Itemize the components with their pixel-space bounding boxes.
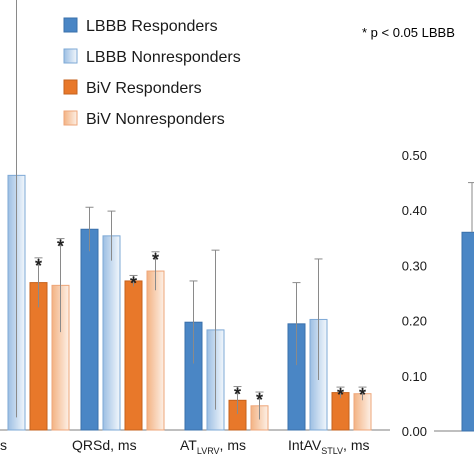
y-tick-label-5: 0.50 bbox=[402, 148, 427, 163]
significance-star-3-3: * bbox=[359, 385, 366, 405]
significance-star-3-2: * bbox=[337, 385, 344, 405]
significance-note: * p < 0.05 LBBB bbox=[362, 25, 455, 40]
right-chart: 0.00 0.10 0.20 0.30 0.40 0.50 bbox=[402, 148, 474, 439]
significance-star-0-2: * bbox=[35, 256, 42, 276]
left-bars: * * * * * * * * bbox=[7, 0, 372, 431]
y-tick-label-3: 0.30 bbox=[402, 258, 427, 273]
legend-label-2: BiV Responders bbox=[86, 80, 202, 97]
significance-star-2-2: * bbox=[234, 385, 241, 405]
category-label-0: s bbox=[0, 437, 7, 453]
legend-swatch-0 bbox=[63, 17, 78, 33]
category-label-3: IntAVSTLV, ms bbox=[288, 437, 370, 456]
bar-1-1 bbox=[102, 235, 121, 431]
y-tick-label-1: 0.10 bbox=[402, 369, 427, 384]
y-tick-label-2: 0.20 bbox=[402, 314, 427, 329]
legend-label-0: LBBB Responders bbox=[86, 18, 218, 35]
legend-swatch-1 bbox=[63, 48, 78, 64]
y-tick-label-4: 0.40 bbox=[402, 203, 427, 218]
right-y-ticks: 0.00 0.10 0.20 0.30 0.40 0.50 bbox=[402, 148, 427, 439]
legend: LBBB Responders LBBB Nonresponders BiV Res… bbox=[63, 17, 241, 128]
significance-star-2-3: * bbox=[256, 390, 263, 410]
significance-star-1-3: * bbox=[152, 250, 159, 270]
legend-swatch-3 bbox=[63, 110, 78, 126]
significance-star-1-2: * bbox=[130, 273, 137, 293]
y-tick-label-0: 0.00 bbox=[402, 424, 427, 439]
bar-1-2 bbox=[124, 280, 143, 431]
legend-label-3: BiV Nonresponders bbox=[86, 111, 225, 128]
category-label-1: QRSd, ms bbox=[72, 437, 137, 453]
bar-1-0 bbox=[80, 228, 99, 431]
category-labels: s QRSd, ms ATLVRV, ms IntAVSTLV, ms bbox=[0, 437, 370, 456]
right-bar-0 bbox=[461, 231, 474, 432]
right-bars bbox=[461, 182, 474, 432]
category-label-2: ATLVRV, ms bbox=[180, 437, 246, 456]
legend-swatch-2 bbox=[63, 79, 78, 95]
legend-label-1: LBBB Nonresponders bbox=[86, 49, 241, 66]
left-chart: * * * * * * * * s QRSd, ms ATLVRV, ms IntAVSTLV, m… bbox=[0, 0, 390, 456]
significance-star-0-3: * bbox=[57, 237, 64, 257]
bar-1-3 bbox=[146, 270, 165, 431]
